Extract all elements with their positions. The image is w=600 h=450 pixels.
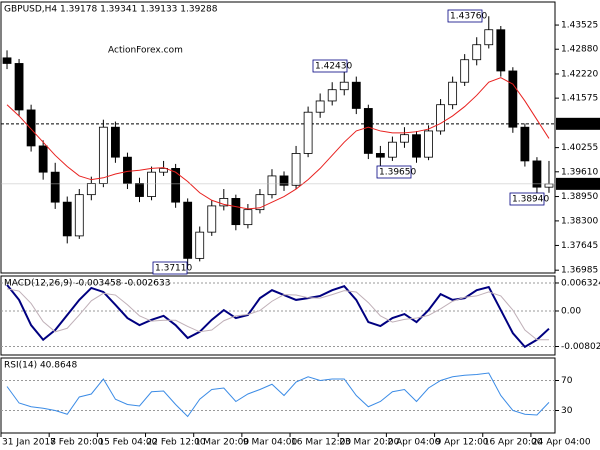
annotation: 1.37110: [155, 264, 192, 274]
candle-body: [50, 171, 60, 203]
moving-average: [6, 77, 550, 210]
candle-body: [86, 183, 96, 196]
candle-body: [460, 59, 470, 83]
level-label: 1.40890: [559, 119, 596, 129]
candle-body: [496, 29, 506, 72]
candle-body: [171, 168, 181, 203]
candle-body: [26, 109, 36, 147]
candle-body: [448, 81, 458, 106]
candle-body: [135, 183, 144, 197]
annotation-box: [447, 9, 483, 23]
last-price-label: 1.39288: [559, 179, 596, 189]
candle-body: [195, 231, 205, 259]
x-tick-label: 22 Feb 12:00: [147, 438, 206, 448]
candle-body: [424, 130, 433, 158]
candle-body: [412, 134, 421, 158]
y-tick-label: 1.38950: [561, 192, 598, 202]
annotation-box: [509, 192, 545, 206]
watermark: ActionForex.com: [108, 46, 183, 56]
y-tick-label: 30: [561, 406, 573, 416]
x-tick-label: 24 Apr 04:00: [532, 438, 591, 448]
y-tick-label: 1.43525: [561, 21, 598, 31]
panel-title: GBPUSD,H4 1.39178 1.39341 1.39133 1.3928…: [4, 5, 218, 15]
y-tick-label: 0.006324: [561, 278, 600, 288]
candle-body: [243, 209, 253, 226]
x-tick-label: 15 Feb 04:00: [98, 438, 157, 448]
candle-body: [207, 205, 217, 233]
last-price-box: [556, 177, 600, 190]
x-tick-label: 16 Apr 20:00: [484, 438, 543, 448]
candle-body: [363, 108, 373, 154]
indicator-line: [6, 288, 549, 341]
candle-body: [62, 201, 72, 237]
y-tick-label: 1.36985: [561, 266, 598, 276]
x-tick-label: 16 Mar 12:00: [291, 438, 351, 448]
candle-body: [111, 126, 120, 158]
candle-body: [147, 171, 156, 197]
annotation: 1.43760: [450, 12, 487, 22]
y-tick-label: 1.42220: [561, 69, 598, 79]
x-tick-label: 31 Jan 2018: [2, 438, 56, 448]
annotation: 1.38940: [512, 195, 549, 205]
y-tick-label: 1.39610: [561, 167, 598, 177]
candle-body: [339, 81, 349, 91]
candle-body: [327, 89, 337, 102]
candle-body: [267, 175, 277, 196]
annotation-box: [376, 165, 412, 179]
candle-body: [98, 126, 108, 184]
y-tick-label: 1.37645: [561, 241, 598, 251]
annotation: 1.42430: [315, 62, 352, 72]
candle-body: [315, 100, 325, 113]
annotation: 1.39650: [379, 168, 416, 178]
candle-body: [123, 156, 132, 184]
candle-body: [508, 70, 518, 128]
candle-body: [231, 198, 241, 226]
candle-body: [303, 111, 313, 154]
panel-frame: [0, 275, 556, 356]
candle-body: [255, 194, 265, 211]
indicator-line: [6, 372, 550, 418]
candle-body: [291, 153, 301, 186]
candle-body: [38, 145, 48, 173]
panel-frame: [0, 1, 556, 274]
candle-body: [14, 63, 24, 111]
y-tick-label: 70: [561, 376, 573, 386]
x-tick-label: 2 Apr 04:00: [387, 438, 440, 448]
candle-body: [532, 160, 542, 188]
candle-body: [74, 194, 84, 237]
y-tick-label: 0.00: [561, 306, 581, 316]
y-tick-label: -0.008022: [561, 342, 600, 352]
x-tick-label: 7 Feb 20:00: [50, 438, 104, 448]
panel-frame: [0, 357, 556, 434]
x-tick-label: 9 Mar 04:00: [243, 438, 298, 448]
candle-body: [183, 201, 193, 259]
candle-body: [388, 141, 397, 158]
candle-body: [484, 29, 494, 46]
candle-body: [2, 57, 12, 64]
candle-body: [351, 81, 361, 109]
candle-body: [375, 153, 385, 158]
x-tick-label: 23 Mar 20:00: [339, 438, 399, 448]
x-tick-label: 1 Mar 20:00: [195, 438, 250, 448]
y-tick-label: 1.38300: [561, 216, 598, 226]
candle-body: [219, 198, 229, 207]
annotation-box: [152, 261, 188, 275]
candle-body: [520, 126, 530, 162]
candle-body: [472, 44, 482, 61]
candle-body: [544, 183, 554, 188]
candle-body: [159, 168, 168, 173]
x-tick-label: 9 Apr 12:00: [436, 438, 489, 448]
candle-body: [400, 134, 409, 143]
panel-title: RSI(14) 40.8648: [4, 361, 77, 371]
level-label-box: [556, 117, 600, 130]
candle-body: [436, 104, 445, 132]
panel-title: MACD(12,26,9) -0.003458 -0.002633: [4, 279, 170, 289]
y-tick-label: 1.41575: [561, 94, 598, 104]
y-tick-label: 1.40255: [561, 143, 598, 153]
candle-body: [279, 175, 289, 186]
annotation-box: [312, 59, 348, 73]
y-tick-label: 1.42880: [561, 45, 598, 55]
